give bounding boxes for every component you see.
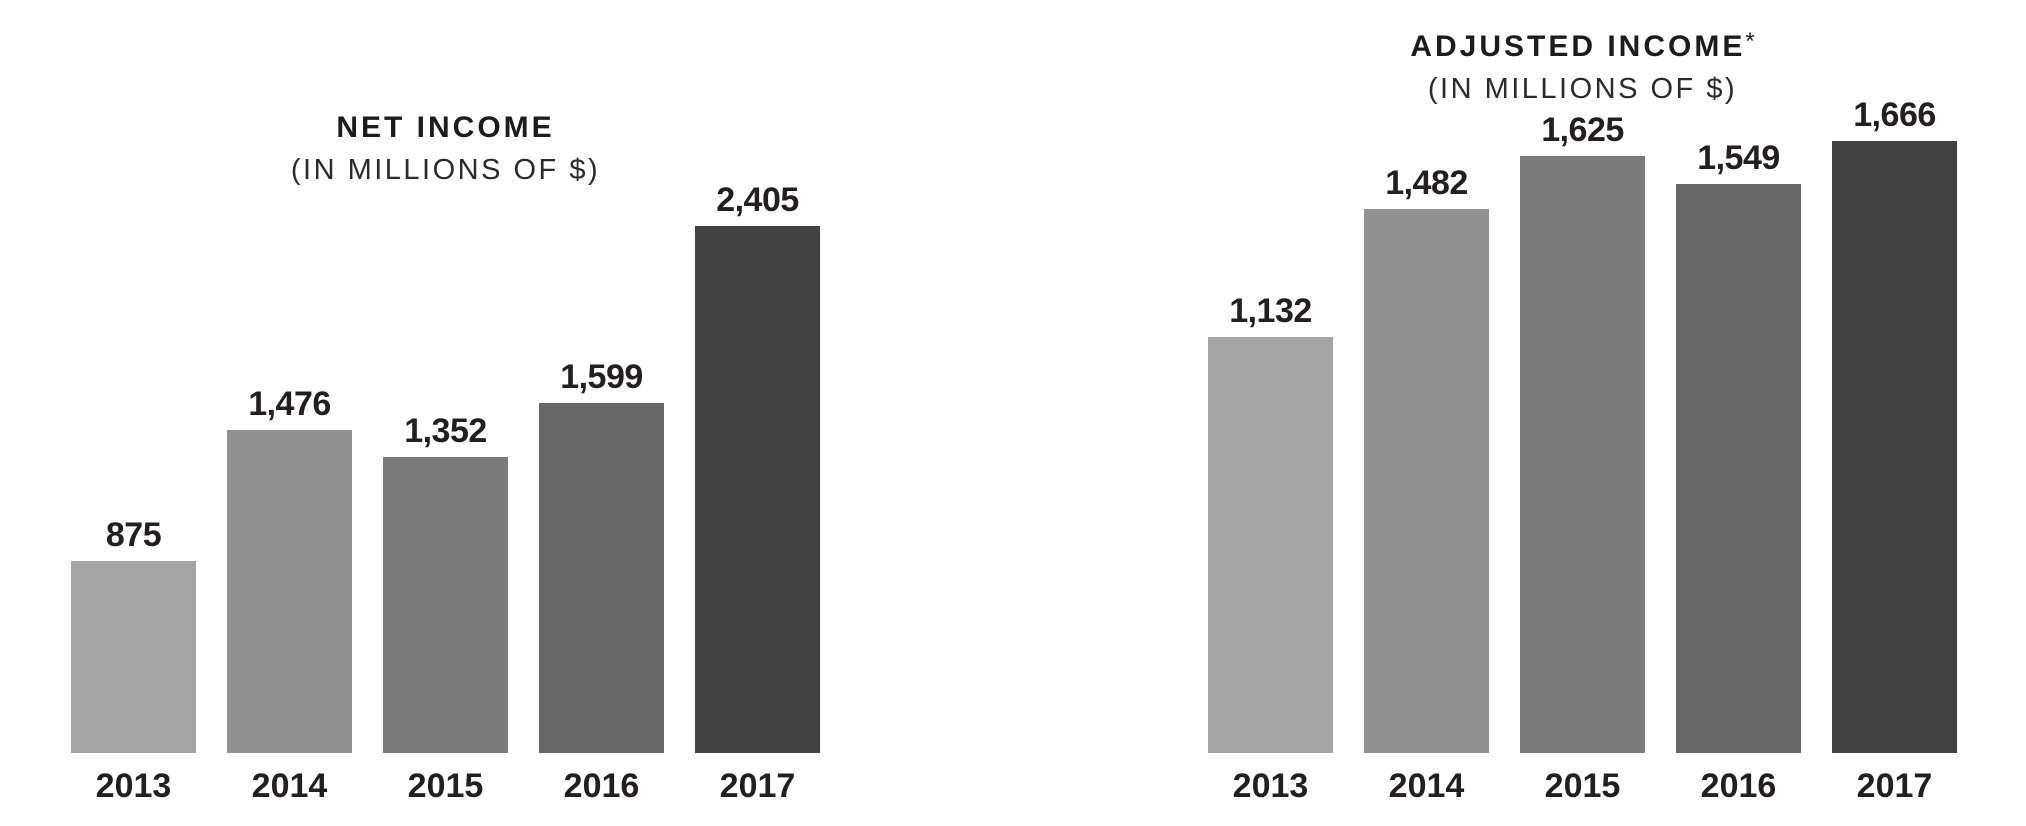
value-label: 1,132	[1229, 292, 1312, 330]
year-label: 2016	[563, 767, 640, 805]
value-label: 875	[105, 516, 162, 554]
bars-area: 875 2013 1,476 2014 1,352 2015 1,599 201…	[71, 183, 820, 803]
value-label: 1,549	[1697, 139, 1780, 177]
bar-group-2017: 1,666 2017	[1832, 98, 1957, 803]
bar	[1832, 141, 1957, 753]
value-label: 1,352	[404, 412, 487, 450]
bar	[1364, 209, 1489, 753]
chart-title-text: ADJUSTED INCOME	[1410, 30, 1746, 63]
chart-adjusted-income: ADJUSTED INCOME* (IN MILLIONS OF $) 1,13…	[1208, 0, 1957, 826]
bar	[1520, 156, 1645, 753]
chart-title-text: NET INCOME	[336, 111, 555, 144]
bar-group-2017: 2,405 2017	[695, 183, 820, 803]
bar-group-2014: 1,482 2014	[1364, 166, 1489, 803]
year-label: 2017	[719, 767, 796, 805]
value-label: 1,599	[560, 358, 643, 396]
value-label: 1,666	[1853, 96, 1936, 134]
chart-net-income: NET INCOME (IN MILLIONS OF $) 875 2013 1…	[71, 0, 820, 826]
year-label: 2016	[1700, 767, 1777, 805]
bar-group-2015: 1,625 2015	[1520, 113, 1645, 803]
year-label: 2014	[251, 767, 328, 805]
bar	[1208, 337, 1333, 753]
year-label: 2013	[95, 767, 172, 805]
year-label: 2013	[1232, 767, 1309, 805]
value-label: 1,482	[1385, 164, 1468, 202]
bar-group-2016: 1,599 2016	[539, 360, 664, 803]
bar	[227, 430, 352, 753]
year-label: 2014	[1388, 767, 1465, 805]
bar	[695, 226, 820, 753]
chart-title-block: ADJUSTED INCOME* (IN MILLIONS OF $)	[1208, 27, 1957, 107]
bar	[383, 457, 508, 753]
bar-group-2013: 875 2013	[71, 518, 196, 803]
value-label: 2,405	[716, 181, 799, 219]
year-label: 2017	[1856, 767, 1933, 805]
bar-group-2016: 1,549 2016	[1676, 141, 1801, 803]
bars-area: 1,132 2013 1,482 2014 1,625 2015 1,549 2…	[1208, 98, 1957, 803]
chart-title: ADJUSTED INCOME*	[1208, 27, 1957, 66]
bar-group-2013: 1,132 2013	[1208, 294, 1333, 803]
year-label: 2015	[407, 767, 484, 805]
bar-group-2014: 1,476 2014	[227, 387, 352, 803]
bar	[1676, 184, 1801, 753]
chart-title: NET INCOME	[71, 108, 820, 147]
bar	[539, 403, 664, 753]
chart-title-block: NET INCOME (IN MILLIONS OF $)	[71, 108, 820, 188]
value-label: 1,476	[248, 385, 331, 423]
chart-subtitle: (IN MILLIONS OF $)	[1427, 72, 1738, 105]
bar	[71, 561, 196, 753]
year-label: 2015	[1544, 767, 1621, 805]
value-label: 1,625	[1541, 111, 1624, 149]
title-asterisk: *	[1745, 28, 1755, 55]
chart-subtitle: (IN MILLIONS OF $)	[290, 153, 601, 186]
bar-group-2015: 1,352 2015	[383, 414, 508, 803]
